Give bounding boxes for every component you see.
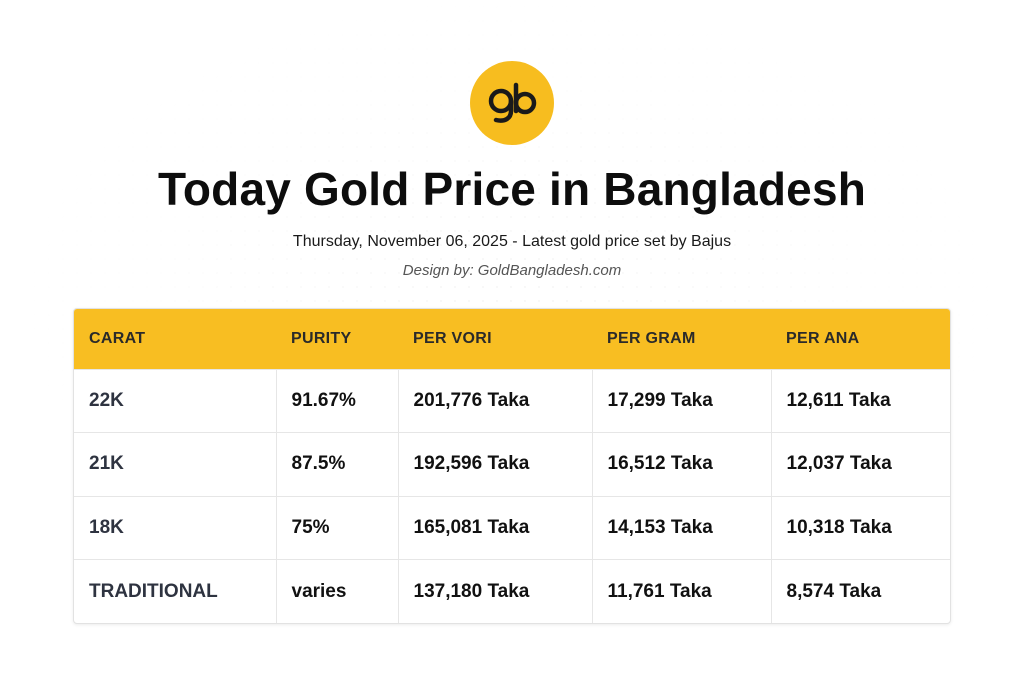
- cell-per-gram: 16,512 Taka: [591, 432, 771, 496]
- cell-carat: 18K: [89, 516, 124, 538]
- gb-logo-glyph: [488, 82, 537, 123]
- gb-logo-icon: [470, 61, 554, 145]
- cell-per-gram: 11,761 Taka: [591, 559, 771, 623]
- cell-purity: varies: [275, 559, 398, 623]
- column-header-carat: CARAT: [89, 329, 146, 347]
- cell-per-gram: 17,299 Taka: [591, 369, 771, 433]
- cell-per-ana: 8,574 Taka: [770, 559, 950, 623]
- table-row: TRADITIONAL varies 137,180 Taka 11,761 T…: [74, 559, 950, 623]
- table-row: 22K 91.67% 201,776 Taka 17,299 Taka 12,6…: [74, 369, 950, 433]
- cell-purity: 91.67%: [275, 369, 398, 433]
- cell-purity: 87.5%: [275, 432, 398, 496]
- cell-per-vori: 201,776 Taka: [397, 369, 592, 433]
- page-title: Today Gold Price in Bangladesh: [157, 163, 867, 215]
- cell-per-ana: 12,611 Taka: [770, 369, 950, 433]
- column-header-per-vori: PER VORI: [413, 329, 492, 347]
- table-row: 21K 87.5% 192,596 Taka 16,512 Taka 12,03…: [74, 432, 950, 496]
- design-credit: Design by: GoldBangladesh.com: [402, 262, 622, 279]
- cell-per-ana: 12,037 Taka: [770, 432, 950, 496]
- cell-purity: 75%: [275, 496, 398, 560]
- column-header-per-gram: PER GRAM: [607, 329, 696, 347]
- column-header-purity: PURITY: [291, 329, 352, 347]
- cell-per-vori: 165,081 Taka: [397, 496, 592, 560]
- cell-carat: 21K: [89, 453, 124, 475]
- page-subtitle: Thursday, November 06, 2025 - Latest gol…: [292, 233, 732, 250]
- cell-carat: 22K: [89, 389, 124, 411]
- cell-per-gram: 14,153 Taka: [591, 496, 771, 560]
- cell-carat: TRADITIONAL: [89, 580, 218, 602]
- gold-price-table: CARAT PURITY PER VORI PER GRAM PER ANA 2…: [73, 308, 951, 624]
- cell-per-ana: 10,318 Taka: [770, 496, 950, 560]
- table-row: 18K 75% 165,081 Taka 14,153 Taka 10,318 …: [74, 496, 950, 560]
- column-header-per-ana: PER ANA: [786, 329, 860, 347]
- cell-per-vori: 192,596 Taka: [397, 432, 592, 496]
- table-header-row: CARAT PURITY PER VORI PER GRAM PER ANA: [74, 309, 950, 369]
- cell-per-vori: 137,180 Taka: [397, 559, 592, 623]
